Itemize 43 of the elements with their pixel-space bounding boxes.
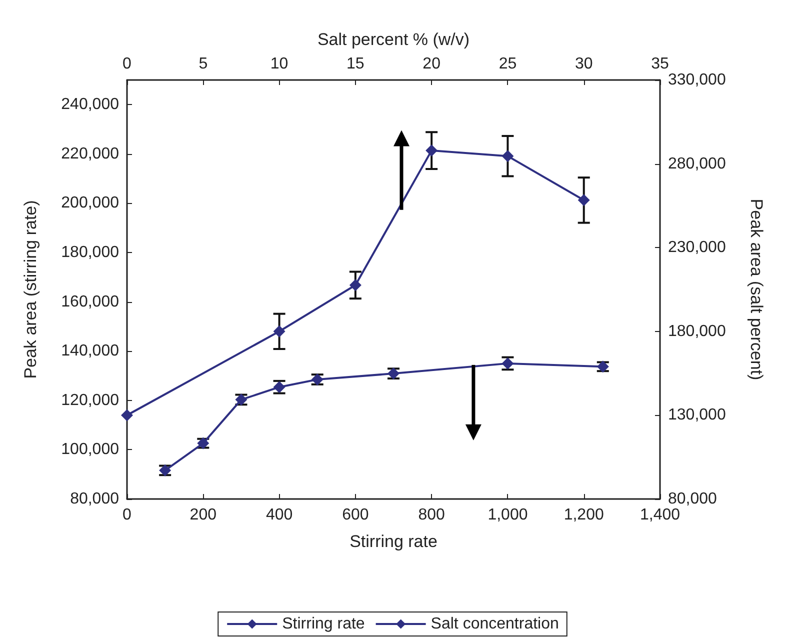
y-tick-label: 180,000 <box>61 244 120 262</box>
point <box>578 194 590 206</box>
x-tick-label: 0 <box>122 506 132 524</box>
x2-tick-label: 0 <box>122 56 132 72</box>
x2-tick-label: 20 <box>422 56 441 72</box>
x-tick-label: 1,000 <box>488 506 528 524</box>
y-tick-label: 100,000 <box>61 441 120 458</box>
x-tick-label: 400 <box>266 506 293 524</box>
point <box>426 144 438 157</box>
point <box>273 325 286 338</box>
x2-axis-title: Salt percent % (w/v) <box>317 30 470 49</box>
y2-tick-label: 230,000 <box>668 239 726 256</box>
point <box>502 150 514 162</box>
x2-tick-label: 5 <box>198 56 208 72</box>
y2-axis-title: Peak area (salt percent) <box>747 198 766 380</box>
y-tick-label: 240,000 <box>61 96 120 114</box>
x-axis-title: Stirring rate <box>350 532 438 551</box>
y2-tick-label: 130,000 <box>668 406 726 424</box>
x-tick-label: 200 <box>190 506 217 524</box>
y2-tick-label: 280,000 <box>668 155 726 172</box>
y-tick-label: 220,000 <box>61 145 120 162</box>
x2-tick-label: 15 <box>346 56 364 72</box>
y2-tick-label: 80,000 <box>668 490 718 508</box>
x2-tick-label: 35 <box>651 56 669 72</box>
y-axis-title: Peak area (stirring rate) <box>21 200 40 379</box>
legend-label: Salt concentration <box>430 616 559 632</box>
y-tick-label: 160,000 <box>61 293 120 310</box>
x-tick-label: 1,400 <box>640 506 680 524</box>
y-tick-label: 140,000 <box>61 342 120 360</box>
y-tick-label: 200,000 <box>61 194 120 212</box>
x-tick-label: 1,200 <box>564 506 604 524</box>
x-tick-label: 600 <box>342 506 369 524</box>
y-tick-label: 80,000 <box>70 490 120 508</box>
x2-tick-label: 25 <box>498 56 517 72</box>
x-tick-label: 800 <box>418 506 446 524</box>
x2-tick-label: 30 <box>574 56 593 72</box>
y2-tick-label: 330,000 <box>668 72 726 88</box>
point <box>121 409 133 422</box>
point <box>349 279 362 292</box>
y-tick-label: 120,000 <box>61 392 120 409</box>
x2-tick-label: 10 <box>270 56 288 72</box>
legend-label: Stirring rate <box>282 616 365 632</box>
y2-tick-label: 180,000 <box>668 322 726 340</box>
